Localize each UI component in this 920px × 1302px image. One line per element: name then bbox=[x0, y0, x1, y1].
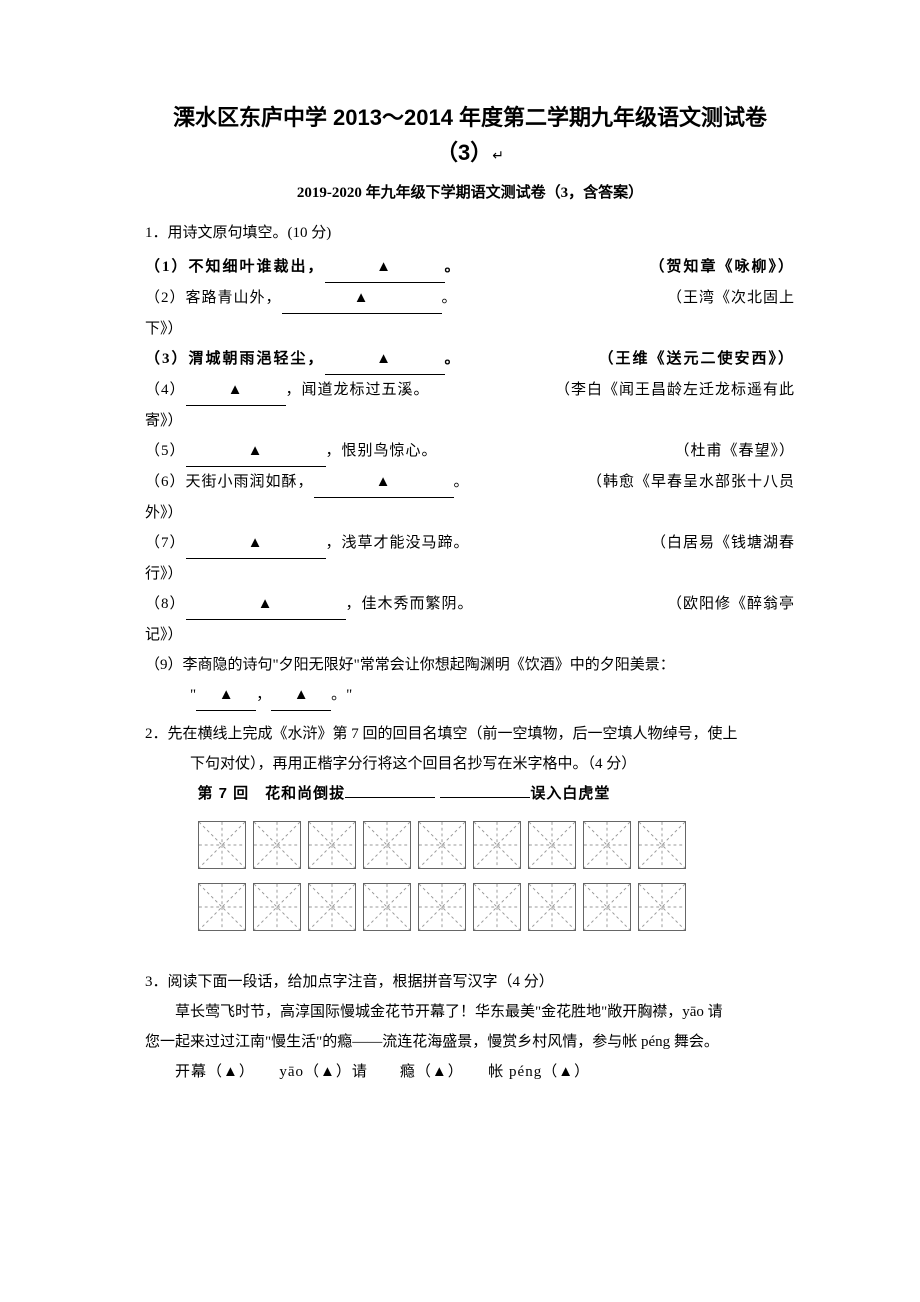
blank bbox=[345, 797, 435, 798]
q1-2-text-b: 。 bbox=[442, 290, 458, 306]
mi-box bbox=[638, 883, 686, 931]
q2-line2: 下句对仗），再用正楷字分行将这个回目名抄写在米字格中。（4 分） bbox=[145, 749, 795, 779]
mi-grid-row-2 bbox=[198, 883, 796, 931]
blank: ▲ bbox=[325, 344, 445, 375]
q1-item-4-tail: 寄》） bbox=[145, 406, 795, 436]
q1-1-source: （贺知章《咏柳》） bbox=[649, 252, 795, 283]
q1-8-source: （欧阳修《醉翁亭 bbox=[667, 589, 795, 620]
q1-item-8: （8）▲，佳木秀而繁阴。 （欧阳修《醉翁亭 bbox=[145, 589, 795, 620]
q1-3-text-a: （3）渭城朝雨浥轻尘， bbox=[145, 351, 325, 367]
mi-box bbox=[198, 821, 246, 869]
q1-1-text-b: 。 bbox=[445, 259, 462, 275]
q3-para2: 您一起来过过江南"慢生活"的瘾——流连花海盛景，慢赏乡村风情，参与帐 péng … bbox=[145, 1027, 795, 1057]
mi-box bbox=[638, 821, 686, 869]
mi-box bbox=[418, 883, 466, 931]
q1-8-text-a: （8） bbox=[145, 596, 186, 612]
q1-6-source: （韩愈《早春呈水部张十八员 bbox=[587, 467, 795, 498]
q1-4-text-a: （4） bbox=[145, 382, 186, 398]
blank: ▲ bbox=[186, 436, 326, 467]
q1-6-text-b: 。 bbox=[454, 474, 470, 490]
q1-3-source: （王维《送元二使安西》） bbox=[598, 344, 795, 375]
q3-para1: 草长莺飞时节，高淳国际慢城金花节开幕了！华东最美"金花胜地"敞开胸襟，yāo 请 bbox=[145, 997, 795, 1027]
mi-box bbox=[473, 883, 521, 931]
mi-grid-row-1 bbox=[198, 821, 796, 869]
mi-grid bbox=[145, 821, 795, 931]
q1-item-2: （2）客路青山外，▲。 （王湾《次北固上 bbox=[145, 283, 795, 314]
q1-item-4: （4）▲，闻道龙标过五溪。 （李白《闻王昌龄左迁龙标遥有此 bbox=[145, 375, 795, 406]
doc-subtitle: 2019-2020 年九年级下学期语文测试卷（3，含答案） bbox=[145, 178, 795, 208]
q1-item-7-tail: 行》） bbox=[145, 559, 795, 589]
q1-4-source: （李白《闻王昌龄左迁龙标遥有此 bbox=[555, 375, 795, 406]
q1-3-text-b: 。 bbox=[445, 351, 462, 367]
mi-box bbox=[363, 883, 411, 931]
mi-box bbox=[363, 821, 411, 869]
mi-box bbox=[253, 883, 301, 931]
return-arrow-icon: ↵ bbox=[492, 147, 504, 163]
mi-box bbox=[528, 883, 576, 931]
blank: ▲ bbox=[186, 375, 286, 406]
q1-item-5: （5）▲，恨别鸟惊心。 （杜甫《春望》） bbox=[145, 436, 795, 467]
q1-item-8-tail: 记》） bbox=[145, 620, 795, 650]
mi-box bbox=[418, 821, 466, 869]
blank: ▲ bbox=[282, 283, 442, 314]
q1-item-9-line2: "▲，▲。" bbox=[145, 680, 795, 711]
mi-box bbox=[473, 821, 521, 869]
q1-item-1: （1）不知细叶谁裁出，▲。 （贺知章《咏柳》） bbox=[145, 252, 795, 283]
q1-7-text-b: ，浅草才能没马蹄。 bbox=[326, 535, 470, 551]
title-sub-text: （3） bbox=[436, 140, 492, 165]
q1-item-7: （7）▲，浅草才能没马蹄。 （白居易《钱塘湖春 bbox=[145, 528, 795, 559]
q3-line1: 3．阅读下面一段话，给加点字注音，根据拼音写汉字（4 分） bbox=[145, 967, 795, 997]
mi-box bbox=[253, 821, 301, 869]
q1-2-text-a: （2）客路青山外， bbox=[145, 290, 282, 306]
blank: ▲ bbox=[186, 589, 346, 620]
blank: ▲ bbox=[271, 680, 331, 711]
q1-4-text-b: ，闻道龙标过五溪。 bbox=[286, 382, 430, 398]
doc-title-main: 溧水区东庐中学 2013～2014 年度第二学期九年级语文测试卷 bbox=[145, 100, 795, 135]
q1-item-2-tail: 下》） bbox=[145, 314, 795, 344]
q1-5-text-b: ，恨别鸟惊心。 bbox=[326, 443, 438, 459]
q1-7-source: （白居易《钱塘湖春 bbox=[651, 528, 795, 559]
q1-2-source: （王湾《次北固上 bbox=[667, 283, 795, 314]
q1-item-9-line1: （9）李商隐的诗句"夕阳无限好"常常会让你想起陶渊明《饮酒》中的夕阳美景： bbox=[145, 650, 795, 680]
q1-item-6-tail: 外》） bbox=[145, 498, 795, 528]
mi-box bbox=[583, 821, 631, 869]
q1-item-3: （3）渭城朝雨浥轻尘，▲。 （王维《送元二使安西》） bbox=[145, 344, 795, 375]
blank: ▲ bbox=[196, 680, 256, 711]
doc-title-sub: （3）↵ bbox=[145, 135, 795, 170]
q1-8-text-b: ，佳木秀而繁阴。 bbox=[346, 596, 474, 612]
mi-box bbox=[528, 821, 576, 869]
mi-box bbox=[198, 883, 246, 931]
q2-line1: 2．先在横线上完成《水浒》第 7 回的回目名填空（前一空填物，后一空填人物绰号，… bbox=[145, 719, 795, 749]
q1-item-6: （6）天街小雨润如酥，▲。 （韩愈《早春呈水部张十八员 bbox=[145, 467, 795, 498]
mi-box bbox=[308, 821, 356, 869]
q1-5-text-a: （5） bbox=[145, 443, 186, 459]
q1-1-text-a: （1）不知细叶谁裁出， bbox=[145, 259, 325, 275]
q1-6-text-a: （6）天街小雨润如酥， bbox=[145, 474, 314, 490]
q1-5-source: （杜甫《春望》） bbox=[674, 436, 795, 467]
blank: ▲ bbox=[314, 467, 454, 498]
q3-fill-line: 开幕（▲） yāo（▲）请 瘾（▲） 帐 péng（▲） bbox=[145, 1057, 795, 1087]
q1-intro: 1．用诗文原句填空。(10 分) bbox=[145, 218, 795, 248]
blank: ▲ bbox=[325, 252, 445, 283]
q2-title: 第 7 回 花和尚倒拔 误入白虎堂 bbox=[145, 779, 795, 809]
mi-box bbox=[308, 883, 356, 931]
q1-7-text-a: （7） bbox=[145, 535, 186, 551]
blank bbox=[440, 797, 530, 798]
mi-box bbox=[583, 883, 631, 931]
blank: ▲ bbox=[186, 528, 326, 559]
